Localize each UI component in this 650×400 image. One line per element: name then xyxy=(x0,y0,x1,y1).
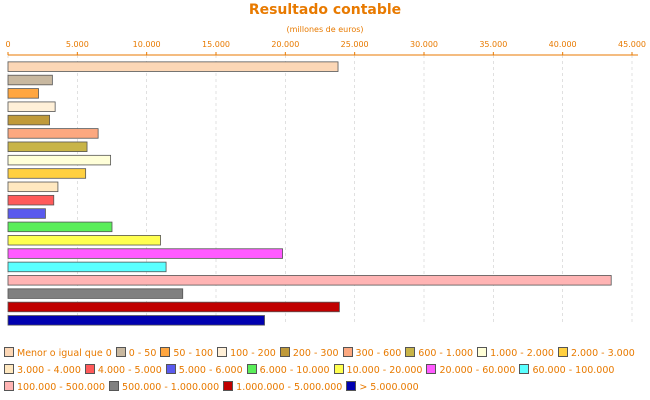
legend-item: > 5.000.000 xyxy=(346,379,419,396)
legend-item: 3.000 - 4.000 xyxy=(4,362,81,379)
chart-title: Resultado contable xyxy=(248,2,402,18)
legend-swatch xyxy=(246,364,257,374)
legend-swatch xyxy=(4,347,14,357)
legend-swatch xyxy=(557,347,568,357)
bar xyxy=(7,141,88,152)
legend-label: 1.000.000 - 5.000.000 xyxy=(236,382,343,393)
legend-swatch xyxy=(165,364,176,374)
legend-swatch xyxy=(160,347,171,357)
legend-label: 20.000 - 60.000 xyxy=(439,365,516,376)
bar xyxy=(7,61,339,72)
legend-item: 600 - 1.000 xyxy=(405,345,473,362)
legend-swatch xyxy=(346,381,357,391)
legend-item: 500.000 - 1.000.000 xyxy=(109,379,219,396)
legend-label: 4.000 - 5.000 xyxy=(97,365,162,376)
legend-item: 1.000 - 2.000 xyxy=(477,345,554,362)
legend-label: 6.000 - 10.000 xyxy=(259,365,330,376)
legend-label: 50 - 100 xyxy=(173,348,214,359)
legend-swatch xyxy=(426,364,437,374)
legend-swatch xyxy=(405,347,416,357)
x-tick-label: 20.000 xyxy=(271,40,299,49)
x-tick-label: 35.000 xyxy=(479,40,507,49)
legend-label: 10.000 - 20.000 xyxy=(346,365,423,376)
legend-swatch xyxy=(217,347,228,357)
bar xyxy=(7,221,113,233)
legend-item: 6.000 - 10.000 xyxy=(246,362,330,379)
legend-label: 2.000 - 3.000 xyxy=(570,348,635,359)
legend-swatch xyxy=(4,364,14,374)
x-tick-label: 15.000 xyxy=(202,40,230,49)
chart-subtitle: (millones de euros) xyxy=(286,25,364,34)
legend-item: 60.000 - 100.000 xyxy=(519,362,614,379)
x-tick-label: 10.000 xyxy=(133,40,161,49)
bar xyxy=(7,181,59,193)
legend-swatch xyxy=(84,364,95,374)
legend-label: 500.000 - 1.000.000 xyxy=(122,382,220,393)
bar xyxy=(7,248,283,259)
bar xyxy=(7,88,39,99)
bar xyxy=(7,288,184,299)
legend-item: 100.000 - 500.000 xyxy=(4,379,105,396)
bar xyxy=(7,114,50,126)
legend-swatch xyxy=(279,347,290,357)
legend-label: 1.000 - 2.000 xyxy=(490,348,554,359)
legend-swatch xyxy=(115,347,126,357)
legend-label: 3.000 - 4.000 xyxy=(17,365,81,376)
legend-swatch xyxy=(109,381,120,391)
bar xyxy=(7,235,161,246)
legend-label: 5.000 - 6.000 xyxy=(178,365,243,376)
legend-item: Menor o igual que 0 xyxy=(4,345,112,362)
legend-item: 2.000 - 3.000 xyxy=(557,345,635,362)
legend-label: Menor o igual que 0 xyxy=(17,348,112,359)
x-tick-label: 40.000 xyxy=(549,40,577,49)
x-tick-label: 45.000 xyxy=(618,40,646,49)
legend-item: 1.000.000 - 5.000.000 xyxy=(223,379,342,396)
bar xyxy=(7,128,99,139)
legend-swatch xyxy=(4,381,14,391)
legend-label: 300 - 600 xyxy=(355,348,402,359)
legend-item: 5.000 - 6.000 xyxy=(165,362,243,379)
legend-item: 4.000 - 5.000 xyxy=(84,362,162,379)
bar xyxy=(7,194,55,206)
legend-label: 200 - 300 xyxy=(292,348,339,359)
bar xyxy=(7,261,167,273)
legend: Menor o igual que 0 0 - 50 50 - 100 100 - 2… xyxy=(4,345,646,396)
bar xyxy=(7,168,87,179)
legend-item: 200 - 300 xyxy=(279,345,339,362)
legend-swatch xyxy=(519,364,530,374)
legend-item: 300 - 600 xyxy=(342,345,402,362)
legend-swatch xyxy=(477,347,488,357)
bar xyxy=(7,74,53,86)
bar xyxy=(7,301,340,313)
bar xyxy=(7,275,612,286)
bar xyxy=(7,208,46,219)
legend-item: 20.000 - 60.000 xyxy=(426,362,515,379)
bar xyxy=(7,101,56,112)
x-axis: 0 5.000 10.000 15.000 20.000 25.000 30.000 35.0… xyxy=(5,40,646,56)
legend-swatch xyxy=(342,347,353,357)
legend-label: > 5.000.000 xyxy=(359,382,419,393)
legend-item: 10.000 - 20.000 xyxy=(333,362,423,379)
legend-label: 100 - 200 xyxy=(230,348,276,359)
bar-chart: 0 5.000 10.000 15.000 20.000 25.000 30.000 35.0… xyxy=(5,40,646,326)
x-tick-label: 25.000 xyxy=(341,40,369,49)
bar xyxy=(7,154,112,166)
legend-label: 600 - 1.000 xyxy=(418,348,474,359)
legend-item: 50 - 100 xyxy=(160,345,213,362)
legend-item: 0 - 50 xyxy=(115,345,157,362)
bar xyxy=(7,315,265,326)
x-tick-label: 0 xyxy=(5,40,10,49)
x-tick-label: 5.000 xyxy=(66,40,89,49)
legend-swatch xyxy=(333,364,344,374)
bars xyxy=(7,61,612,326)
legend-label: 100.000 - 500.000 xyxy=(17,382,106,393)
legend-item: 100 - 200 xyxy=(217,345,276,362)
x-tick-label: 30.000 xyxy=(410,40,438,49)
legend-swatch xyxy=(223,381,234,391)
legend-label: 60.000 - 100.000 xyxy=(532,365,615,376)
legend-label: 0 - 50 xyxy=(128,348,157,359)
